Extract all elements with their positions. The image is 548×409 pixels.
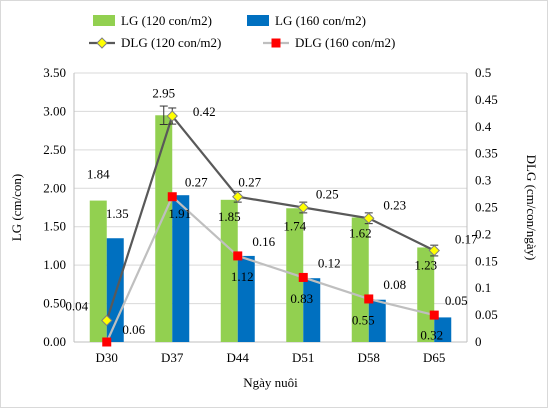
legend-marker bbox=[96, 37, 108, 49]
series-line bbox=[105, 113, 435, 321]
data-label: 0.05 bbox=[445, 293, 468, 308]
bar bbox=[172, 195, 190, 342]
y2-tick-label: 0.3 bbox=[475, 173, 491, 188]
y2-tick-label: 0.25 bbox=[475, 200, 498, 215]
data-label: 0.55 bbox=[352, 313, 375, 328]
line-point bbox=[297, 201, 309, 214]
line-point bbox=[428, 244, 440, 257]
data-label: 2.95 bbox=[152, 85, 175, 100]
bar bbox=[303, 278, 321, 342]
data-label: 0.04 bbox=[65, 298, 88, 313]
y-axis-title: LG (cm/con) bbox=[9, 174, 24, 242]
y-tick-label: 1.00 bbox=[43, 257, 66, 272]
bar bbox=[434, 317, 452, 342]
legend-label: LG (160 con/m2) bbox=[275, 13, 366, 28]
legend-swatch bbox=[247, 15, 269, 26]
y2-axis-title: DLG (cm/con/ngày) bbox=[524, 155, 539, 261]
line-point bbox=[429, 310, 439, 320]
data-label: 0.83 bbox=[290, 291, 313, 306]
y-tick-label: 3.50 bbox=[43, 65, 66, 80]
y-tick-label: 3.00 bbox=[43, 103, 66, 118]
y-tick-label: 0.50 bbox=[43, 296, 66, 311]
bar bbox=[368, 299, 386, 342]
data-label: 0.42 bbox=[193, 104, 216, 119]
bar bbox=[351, 217, 369, 342]
data-label: 0.23 bbox=[383, 197, 406, 212]
y2-tick-label: 0.2 bbox=[475, 226, 491, 241]
y-tick-label: 2.00 bbox=[43, 180, 66, 195]
data-label: 0.06 bbox=[122, 322, 145, 337]
data-label: 0.16 bbox=[252, 234, 275, 249]
legend-marker bbox=[271, 38, 281, 48]
y2-tick-label: 0.5 bbox=[475, 65, 491, 80]
legend-swatch bbox=[93, 15, 115, 26]
x-axis-title: Ngày nuôi bbox=[243, 375, 298, 390]
y2-tick-label: 0.15 bbox=[475, 253, 498, 268]
bar bbox=[155, 115, 173, 343]
line-point bbox=[167, 192, 177, 202]
data-label: 1.84 bbox=[87, 167, 110, 182]
data-label: 1.35 bbox=[106, 206, 129, 221]
data-label: 0.17 bbox=[455, 232, 478, 247]
data-label: 0.27 bbox=[185, 175, 208, 190]
series-line bbox=[105, 194, 435, 343]
y-tick-label: 1.50 bbox=[43, 219, 66, 234]
legend-label: DLG (120 con/m2) bbox=[121, 35, 221, 50]
x-tick-label: D65 bbox=[423, 350, 445, 365]
data-label: 1.91 bbox=[168, 206, 191, 221]
x-tick-label: D58 bbox=[358, 350, 380, 365]
data-label: 0.12 bbox=[318, 255, 341, 270]
line-point bbox=[233, 251, 243, 261]
line-point bbox=[232, 191, 244, 203]
y2-tick-label: 0.35 bbox=[475, 146, 498, 161]
line-point bbox=[364, 294, 374, 304]
legend-label: LG (120 con/m2) bbox=[121, 13, 212, 28]
data-label: 1.62 bbox=[349, 225, 372, 240]
data-label: 0.32 bbox=[420, 327, 443, 342]
y-tick-label: 0.00 bbox=[43, 334, 66, 349]
bar bbox=[89, 200, 107, 342]
data-label: 0.27 bbox=[238, 175, 261, 190]
line-point bbox=[102, 337, 112, 347]
data-label: 0.25 bbox=[316, 187, 339, 202]
line-point bbox=[363, 212, 375, 224]
data-label: 1.12 bbox=[231, 269, 254, 284]
legend-label: DLG (160 con/m2) bbox=[295, 35, 395, 50]
data-label: 1.74 bbox=[283, 218, 306, 233]
line-point bbox=[166, 110, 178, 122]
bar bbox=[237, 255, 255, 342]
y2-tick-label: 0.4 bbox=[475, 119, 492, 134]
data-label: 1.23 bbox=[414, 257, 437, 272]
data-label: 1.85 bbox=[218, 209, 241, 224]
data-label: 0.08 bbox=[383, 277, 406, 292]
y2-tick-label: 0.45 bbox=[475, 92, 498, 107]
bar bbox=[220, 199, 238, 342]
line-point bbox=[298, 272, 308, 282]
x-tick-label: D44 bbox=[227, 350, 250, 365]
x-tick-label: D37 bbox=[161, 350, 184, 365]
x-tick-label: D30 bbox=[96, 350, 118, 365]
y2-tick-label: 0.05 bbox=[475, 307, 498, 322]
y2-tick-label: 0.1 bbox=[475, 280, 491, 295]
y2-tick-label: 0 bbox=[475, 334, 482, 349]
line-point bbox=[101, 314, 113, 327]
x-tick-label: D51 bbox=[292, 350, 314, 365]
y-tick-label: 2.50 bbox=[43, 142, 66, 157]
bar bbox=[106, 238, 124, 342]
